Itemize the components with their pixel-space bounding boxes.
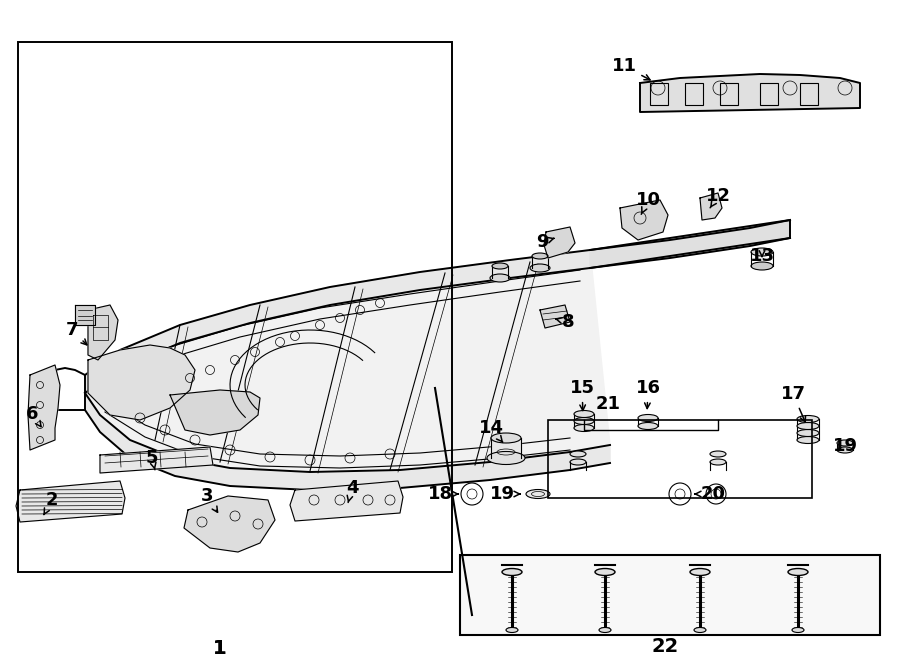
Ellipse shape [788, 568, 808, 576]
Polygon shape [540, 305, 570, 328]
Ellipse shape [506, 627, 518, 633]
Ellipse shape [574, 418, 594, 424]
Ellipse shape [797, 430, 819, 436]
Ellipse shape [570, 451, 586, 457]
Ellipse shape [638, 414, 658, 422]
Ellipse shape [595, 568, 615, 576]
Text: 18: 18 [428, 485, 458, 503]
Ellipse shape [574, 410, 594, 418]
Text: 9: 9 [536, 233, 554, 251]
Ellipse shape [710, 451, 726, 457]
Text: 15: 15 [570, 379, 595, 410]
Polygon shape [16, 481, 125, 522]
Ellipse shape [751, 262, 773, 270]
Ellipse shape [690, 568, 710, 576]
Ellipse shape [599, 627, 611, 633]
Bar [460, 555, 880, 635]
Polygon shape [88, 345, 195, 420]
Bar [685, 83, 703, 105]
Bar [760, 83, 778, 105]
Polygon shape [85, 250, 610, 472]
Ellipse shape [837, 440, 853, 446]
Ellipse shape [751, 248, 773, 256]
Ellipse shape [837, 447, 853, 453]
Ellipse shape [792, 627, 804, 633]
Polygon shape [88, 305, 118, 360]
Bar [720, 83, 738, 105]
Ellipse shape [490, 274, 510, 282]
Ellipse shape [526, 490, 550, 498]
Ellipse shape [487, 451, 525, 465]
Polygon shape [544, 227, 575, 258]
Ellipse shape [574, 424, 594, 432]
Text: 3: 3 [201, 487, 218, 512]
Text: 16: 16 [635, 379, 661, 408]
Polygon shape [640, 74, 860, 112]
Text: 20: 20 [695, 485, 725, 503]
Ellipse shape [694, 627, 706, 633]
Text: 17: 17 [780, 385, 806, 422]
Text: 1: 1 [213, 639, 227, 658]
Bar [800, 83, 818, 105]
Ellipse shape [638, 422, 658, 430]
Polygon shape [491, 438, 521, 458]
Ellipse shape [492, 263, 508, 269]
Text: 7: 7 [66, 321, 86, 345]
Polygon shape [28, 365, 60, 450]
Polygon shape [184, 496, 275, 552]
Ellipse shape [797, 436, 819, 444]
Polygon shape [85, 393, 610, 490]
Text: 21: 21 [596, 395, 620, 413]
Text: 12: 12 [706, 187, 731, 208]
Text: 5: 5 [146, 449, 158, 470]
Text: 10: 10 [635, 191, 661, 214]
Text: 11: 11 [611, 57, 650, 80]
Text: 19: 19 [490, 485, 520, 503]
Polygon shape [75, 305, 95, 325]
Ellipse shape [797, 416, 819, 422]
Polygon shape [100, 447, 213, 473]
Polygon shape [590, 220, 790, 268]
Text: 6: 6 [26, 405, 41, 426]
Text: 2: 2 [44, 491, 58, 514]
Text: 13: 13 [750, 247, 775, 265]
Ellipse shape [710, 459, 726, 465]
Text: 8: 8 [556, 313, 574, 331]
Text: 14: 14 [479, 419, 503, 442]
Polygon shape [85, 220, 790, 393]
Bar [650, 83, 668, 105]
Polygon shape [290, 481, 403, 521]
Text: 1: 1 [213, 639, 227, 658]
Text: 19: 19 [832, 437, 858, 455]
Polygon shape [620, 200, 668, 240]
Polygon shape [170, 390, 260, 435]
Text: 4: 4 [346, 479, 358, 502]
Bar [548, 420, 812, 498]
Ellipse shape [530, 264, 550, 272]
Ellipse shape [491, 433, 521, 443]
Ellipse shape [570, 459, 586, 465]
Ellipse shape [797, 422, 819, 430]
Ellipse shape [502, 568, 522, 576]
Text: 22: 22 [652, 637, 679, 656]
Polygon shape [700, 193, 722, 220]
Bar [18, 42, 452, 572]
Ellipse shape [532, 253, 548, 259]
